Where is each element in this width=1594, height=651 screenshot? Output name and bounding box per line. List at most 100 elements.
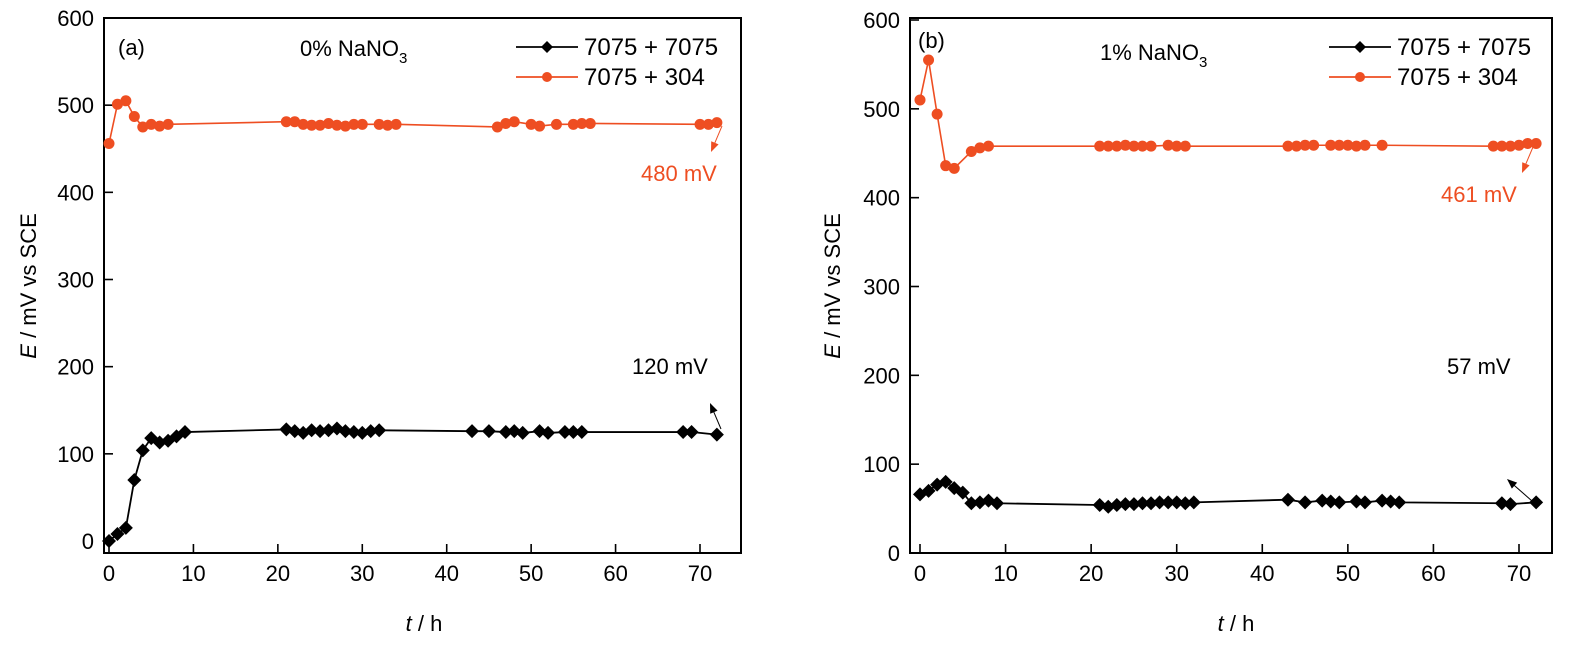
panel-a-data-point — [314, 119, 326, 131]
panel-a-data-point — [382, 119, 394, 131]
panel-a-condition-text: 0% NaNO — [300, 36, 399, 61]
panel-a-ylabel: E / mV vs SCE — [16, 213, 41, 358]
panel-b-data-point — [965, 145, 977, 157]
panel-a-data-point — [304, 423, 319, 438]
panel-b-data-point — [921, 483, 936, 498]
panel-a-data-point — [145, 118, 157, 130]
panel-b-data-point — [1178, 496, 1193, 511]
panel-a-ytick-label: 600 — [57, 6, 94, 31]
panel-b-ytick-label: 500 — [863, 97, 900, 122]
panel-b-legend-label: 7075 + 7075 — [1397, 34, 1531, 61]
panel-b-data-point — [1529, 495, 1544, 510]
panel-a-xtick-label: 50 — [519, 561, 543, 586]
panel-b-legend-marker-circle — [1355, 72, 1365, 82]
panel-a-xtick-label: 70 — [688, 561, 712, 586]
panel-b-data-point — [1333, 139, 1345, 151]
panel-a-data-point — [102, 534, 116, 548]
panel-b-annotation-arrow-line — [1511, 482, 1533, 502]
panel-a-legend: 7075 + 7075 7075 + 304 — [516, 34, 718, 91]
panel-b-xtick-label: 0 — [914, 561, 926, 586]
panel-a-annotation-arrowhead — [710, 403, 718, 414]
panel-b-data-point — [1169, 495, 1184, 510]
panel-a-data-point — [323, 117, 335, 129]
panel-a-annotation-arrowhead — [711, 141, 719, 152]
panel-a-data-point — [498, 425, 513, 440]
panel-a-data-point — [534, 120, 546, 132]
panel-a-data-point — [313, 424, 328, 439]
panel-b-data-point — [1162, 139, 1174, 151]
panel-a-series-line — [108, 99, 718, 144]
panel-b-data-point — [1376, 139, 1388, 151]
panel-b-data-point — [1109, 498, 1124, 513]
panel-b-data-point — [990, 496, 1005, 511]
panel-a-data-point — [711, 117, 723, 129]
panel-a-data-point — [348, 118, 360, 130]
panel-a-data-point — [567, 118, 579, 130]
panel-a-data-point — [550, 118, 562, 130]
panel-b-data-point — [1383, 494, 1398, 509]
panel-b-data-point — [1323, 494, 1338, 509]
panel-b-data-point — [1282, 140, 1294, 152]
panel-b-annotation-label: 57 mV — [1447, 354, 1511, 379]
panel-b-data-point — [1513, 139, 1525, 151]
panel-b-data-point — [1126, 497, 1141, 512]
panel-b-data-point — [1325, 139, 1337, 151]
panel-a-data-point — [177, 425, 192, 440]
panel-b-data-point — [1102, 140, 1114, 152]
panel-a-data-point — [346, 425, 361, 440]
panel-a-data-point — [154, 120, 166, 132]
panel-a-data-point — [500, 117, 512, 129]
panel-a-data-point — [515, 425, 530, 440]
panel-a-data-point — [541, 425, 556, 440]
panel-b-data-point — [1145, 140, 1157, 152]
panel-b-ytick-label: 100 — [863, 452, 900, 477]
panel-b-data-point — [1522, 137, 1534, 149]
panel-b-legend: 7075 + 7075 7075 + 304 — [1329, 34, 1531, 91]
panel-b-data-point — [1111, 140, 1123, 152]
panel-b-annotation-label: 461 mV — [1441, 182, 1517, 207]
panel-a-data-point — [103, 138, 115, 150]
panel-a-ytick-label: 200 — [57, 355, 94, 380]
panel-b-xlabel-unit: / h — [1224, 611, 1255, 636]
panel-b-label: (b) — [918, 28, 945, 53]
panel-b-xtick-label: 10 — [993, 561, 1017, 586]
panel-b-data-point — [1280, 492, 1295, 507]
panel-b-data-point — [1179, 140, 1191, 152]
panel-b-data-point — [1094, 140, 1106, 152]
panel-b-data-point — [964, 496, 979, 511]
panel-b-data-point — [1357, 495, 1372, 510]
panel-a-ytick-label: 100 — [57, 442, 94, 467]
panel-a-data-point — [709, 427, 724, 442]
panel-b-xtick-label: 60 — [1421, 561, 1445, 586]
panel-b-data-point — [1152, 495, 1167, 510]
panel-a-annotation-label: 120 mV — [632, 354, 708, 379]
panel-a-xtick-label: 20 — [266, 561, 290, 586]
panel-a-data-point — [525, 118, 537, 130]
panel-b-data-point — [1291, 140, 1303, 152]
panel-b-data-point — [1496, 140, 1508, 152]
panel-a-legend-marker-circle — [542, 72, 552, 82]
panel-b-data-point — [1487, 140, 1499, 152]
panel-b-xlabel: t / h — [1218, 611, 1255, 636]
panel-a-data-point — [491, 121, 503, 133]
panel-a-data-point — [111, 98, 123, 110]
panel-b-ytick-label: 300 — [863, 275, 900, 300]
panel-b-xlabel-symbol: t — [1218, 611, 1225, 636]
panel-a-data-point — [481, 424, 496, 439]
panel-a-xlabel-symbol: t — [406, 611, 413, 636]
panel-b-xtick-label: 70 — [1507, 561, 1531, 586]
panel-a: (a) 0% NaNO3 E / mV vs SCE t / h 0100200… — [16, 6, 742, 636]
panel-a-data-point — [363, 424, 378, 439]
panel-b-data-point — [1494, 496, 1509, 511]
panel-a-plot-frame — [103, 17, 742, 554]
panel-a-xtick-label: 10 — [181, 561, 205, 586]
panel-b-ytick-label: 600 — [863, 8, 900, 33]
panel-b-series-7075-304 — [914, 54, 1542, 174]
panel-a-data-point — [694, 118, 706, 130]
panel-a-data-point — [339, 120, 351, 132]
panel-a-legend-label: 7075 + 7075 — [584, 34, 718, 61]
panel-a-data-point — [127, 472, 142, 487]
panel-a-condition-subscript: 3 — [399, 50, 407, 67]
panel-a-data-point — [557, 425, 572, 440]
panel-b-series-line — [919, 480, 1537, 508]
